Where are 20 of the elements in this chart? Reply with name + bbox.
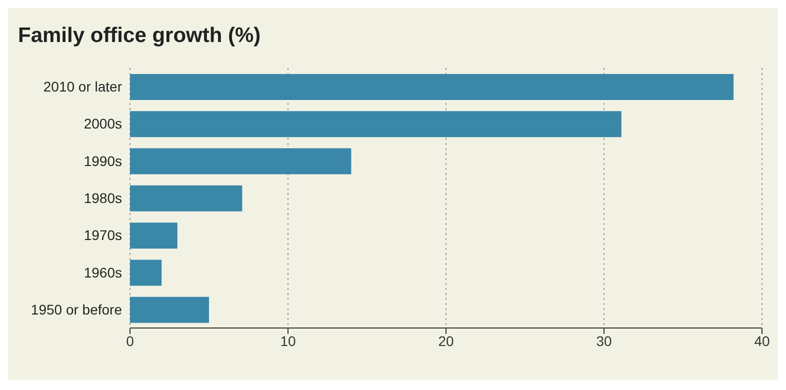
y-tick-label: 1950 or before (30, 301, 122, 318)
y-tick-label: 1980s (84, 190, 122, 206)
x-tick-label: 30 (596, 332, 612, 349)
x-tick-label: 20 (438, 332, 454, 349)
y-tick-label: 2000s (84, 116, 122, 132)
bar (130, 296, 209, 323)
x-tick-label: 10 (280, 332, 296, 349)
bar (130, 185, 242, 212)
bar (130, 260, 162, 286)
x-tick-label: 0 (126, 332, 134, 349)
y-tick-label: 1960s (84, 264, 122, 280)
y-tick-label: 1990s (84, 152, 122, 169)
bar (130, 222, 178, 249)
chart-title: Family office growth (%) (18, 24, 261, 48)
y-tick-label: 2010 or later (43, 78, 122, 95)
bar (130, 74, 734, 100)
bar (130, 111, 622, 138)
bar (130, 148, 352, 174)
x-tick-label: 40 (754, 332, 770, 349)
y-tick-label: 1970s (84, 227, 122, 244)
